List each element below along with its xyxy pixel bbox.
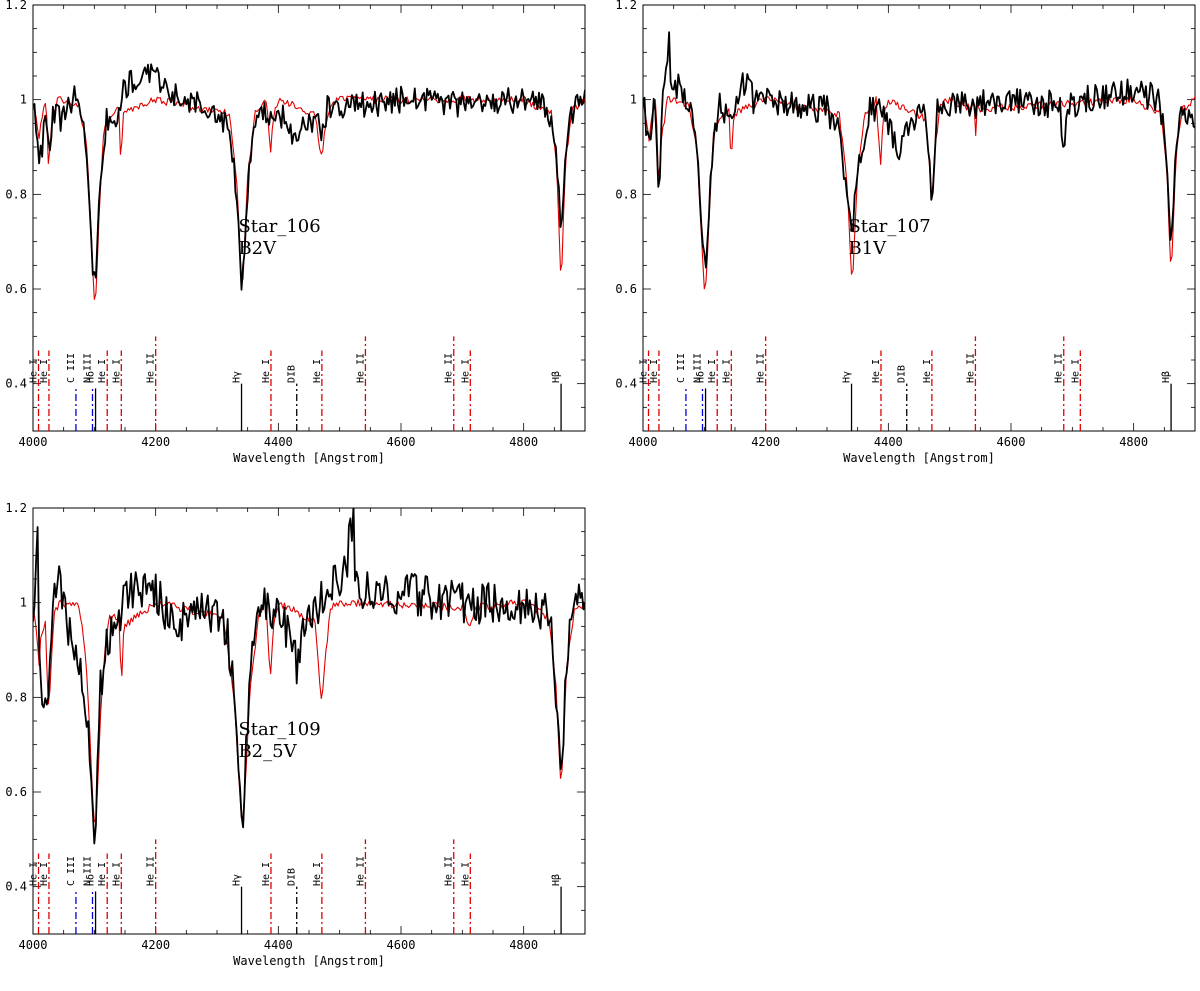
line-id-label: He II bbox=[1054, 353, 1065, 383]
x-tick-label: 4400 bbox=[874, 435, 903, 449]
spectral-type-label: B2V bbox=[238, 238, 277, 259]
line-id-label: He II bbox=[146, 353, 157, 383]
line-id-label: He I bbox=[721, 359, 732, 383]
y-tick-label: 1 bbox=[630, 93, 637, 107]
line-id-label: Hδ bbox=[86, 874, 97, 886]
y-tick-label: 0.4 bbox=[615, 377, 637, 391]
x-tick-label: 4400 bbox=[264, 938, 293, 952]
line-id-label: He II bbox=[444, 353, 455, 383]
x-tick-label: 4800 bbox=[1119, 435, 1148, 449]
x-tick-label: 4000 bbox=[19, 938, 48, 952]
line-id-label: C III bbox=[676, 353, 687, 383]
line-id-label: He I bbox=[111, 359, 122, 383]
x-tick-label: 4200 bbox=[141, 938, 170, 952]
line-id-label: He I bbox=[639, 359, 650, 383]
y-tick-label: 0.4 bbox=[5, 880, 27, 894]
line-id-label: N III bbox=[692, 353, 703, 383]
line-id-label: He II bbox=[444, 856, 455, 886]
y-tick-label: 0.4 bbox=[5, 377, 27, 391]
line-id-label: He II bbox=[355, 856, 366, 886]
line-id-label: Hβ bbox=[551, 371, 562, 383]
line-id-label: He I bbox=[707, 359, 718, 383]
x-axis-title: Wavelength [Angstrom] bbox=[233, 954, 385, 968]
line-id-label: He II bbox=[756, 353, 767, 383]
line-id-label: Hγ bbox=[842, 371, 853, 383]
y-tick-label: 0.8 bbox=[5, 187, 27, 201]
line-id-label: He I bbox=[922, 359, 933, 383]
x-tick-label: 4000 bbox=[629, 435, 658, 449]
line-id-label: C III bbox=[66, 353, 77, 383]
x-tick-label: 4000 bbox=[19, 435, 48, 449]
star-name-label: Star_107 bbox=[848, 216, 930, 237]
x-tick-label: 4800 bbox=[509, 938, 538, 952]
x-tick-label: 4400 bbox=[264, 435, 293, 449]
line-id-label: DIB bbox=[287, 365, 298, 383]
y-tick-label: 0.6 bbox=[615, 282, 637, 296]
line-id-label: Hγ bbox=[232, 371, 243, 383]
line-id-label: DIB bbox=[287, 868, 298, 886]
model-spectrum-line bbox=[643, 96, 1195, 290]
line-id-label: He II bbox=[355, 353, 366, 383]
y-tick-label: 1 bbox=[20, 93, 27, 107]
line-id-label: He I bbox=[29, 862, 40, 886]
line-id-label: He I bbox=[97, 359, 108, 383]
model-spectrum-line bbox=[33, 599, 585, 823]
spectral-type-label: B2_5V bbox=[238, 741, 297, 762]
line-id-label: He I bbox=[29, 359, 40, 383]
x-tick-label: 4600 bbox=[387, 938, 416, 952]
x-tick-label: 4200 bbox=[141, 435, 170, 449]
line-id-label: Hγ bbox=[232, 874, 243, 886]
line-id-label: Hδ bbox=[86, 371, 97, 383]
y-tick-label: 0.6 bbox=[5, 785, 27, 799]
line-id-label: He I bbox=[312, 862, 323, 886]
line-id-label: He I bbox=[39, 862, 50, 886]
line-id-label: He I bbox=[111, 862, 122, 886]
line-id-label: He I bbox=[460, 862, 471, 886]
line-id-label: Hδ bbox=[696, 371, 707, 383]
y-tick-label: 1 bbox=[20, 596, 27, 610]
spectral-type-label: B1V bbox=[848, 238, 887, 259]
line-id-label: He II bbox=[965, 353, 976, 383]
line-id-label: He I bbox=[1070, 359, 1081, 383]
star-name-label: Star_109 bbox=[238, 719, 320, 740]
star-name-label: Star_106 bbox=[238, 216, 320, 237]
y-tick-label: 1.2 bbox=[5, 0, 27, 12]
line-id-label: N III bbox=[82, 856, 93, 886]
x-tick-label: 4800 bbox=[509, 435, 538, 449]
line-id-label: He I bbox=[39, 359, 50, 383]
y-tick-label: 1.2 bbox=[615, 0, 637, 12]
y-tick-label: 0.8 bbox=[615, 187, 637, 201]
y-tick-label: 0.6 bbox=[5, 282, 27, 296]
x-axis-title: Wavelength [Angstrom] bbox=[233, 451, 385, 465]
x-tick-label: 4200 bbox=[751, 435, 780, 449]
line-id-label: He II bbox=[146, 856, 157, 886]
line-id-label: Hβ bbox=[1161, 371, 1172, 383]
observed-spectrum-line bbox=[33, 508, 585, 845]
y-tick-label: 1.2 bbox=[5, 501, 27, 515]
spectrum-panel-star-109: 4000 4200 4400 4600 4800 0.4 0.6 0.8 1 1.2 Wavelen… bbox=[5, 501, 586, 968]
line-id-label: He I bbox=[261, 359, 272, 383]
line-id-label: He I bbox=[871, 359, 882, 383]
y-tick-label: 0.8 bbox=[5, 690, 27, 704]
x-tick-label: 4600 bbox=[997, 435, 1026, 449]
line-id-label: He I bbox=[649, 359, 660, 383]
line-id-label: He I bbox=[460, 359, 471, 383]
line-id-label: He I bbox=[312, 359, 323, 383]
line-id-label: Hβ bbox=[551, 874, 562, 886]
line-id-label: N III bbox=[82, 353, 93, 383]
x-axis-title: Wavelength [Angstrom] bbox=[843, 451, 995, 465]
x-tick-label: 4600 bbox=[387, 435, 416, 449]
spectrum-panel-star-106: 4000 4200 4400 4600 4800 0.4 0.6 0.8 1 1.2 Wavelen… bbox=[5, 0, 586, 465]
spectrum-panel-star-107: 4000 4200 4400 4600 4800 0.4 0.6 0.8 1 1.2 Wavelen… bbox=[615, 0, 1196, 465]
line-id-label: C III bbox=[66, 856, 77, 886]
observed-spectrum-line bbox=[33, 63, 585, 291]
line-id-label: He I bbox=[97, 862, 108, 886]
line-id-label: DIB bbox=[897, 365, 908, 383]
observed-spectrum-line bbox=[643, 31, 1195, 269]
line-id-label: He I bbox=[261, 862, 272, 886]
